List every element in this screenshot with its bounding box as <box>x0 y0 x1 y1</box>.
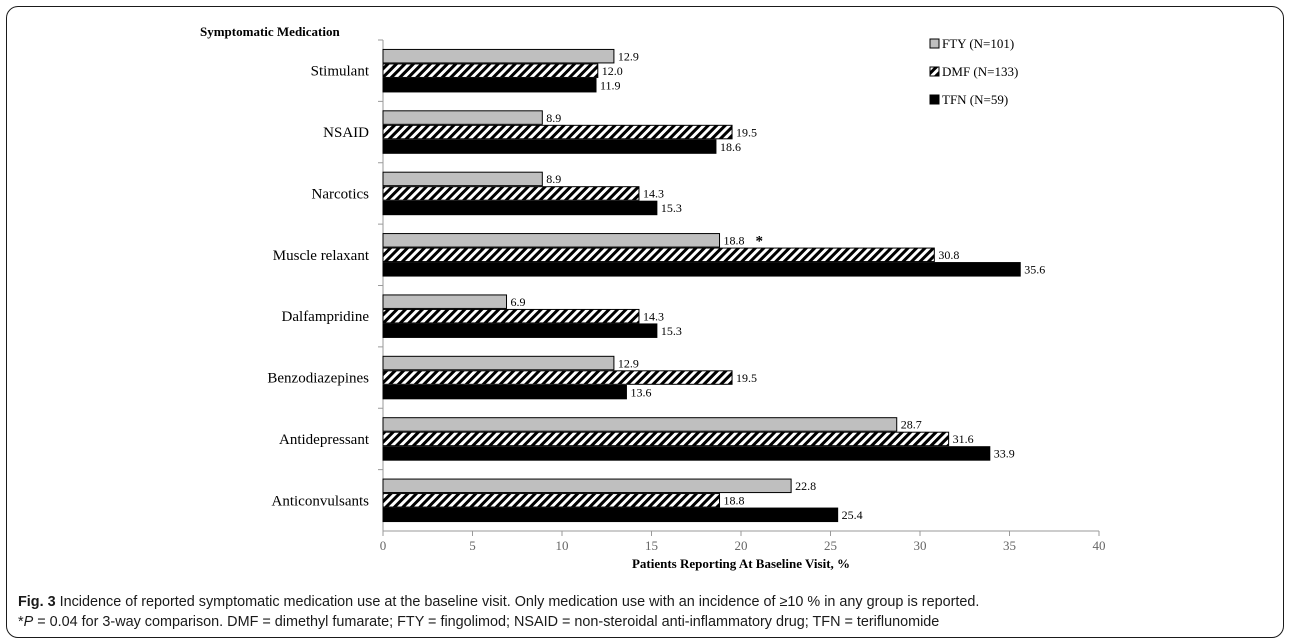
caption-text-2: = 0.04 for 3-way comparison. DMF = dimet… <box>33 614 940 630</box>
data-label-fty-n-101-narcotics: 8.9 <box>546 172 561 186</box>
caption-line-1: Fig. 3 Incidence of reported symptomatic… <box>18 592 1280 612</box>
caption-star: * <box>18 614 24 630</box>
bar-tfn-n-59-stimulant <box>382 77 597 93</box>
plot-area: 0 5 10 15 20 25 30 35 40Stimulant12.912.011.9NSA… <box>267 39 1106 553</box>
category-label-nsaid: NSAID <box>323 125 369 141</box>
data-label-tfn-n-59-nsaid: 18.6 <box>720 140 741 154</box>
x-tick-label-15: 15 <box>645 538 658 553</box>
category-label-stimulant: Stimulant <box>311 64 370 80</box>
legend-label-dmf-n-133: DMF (N=133) <box>942 64 1018 79</box>
x-tick-label-30: 30 <box>914 538 927 553</box>
bar-fty-n-101-narcotics <box>382 171 543 187</box>
caption-p-symbol: P <box>23 614 34 630</box>
data-label-dmf-n-133-nsaid: 19.5 <box>736 125 757 139</box>
data-label-fty-n-101-anticonvulsants: 22.8 <box>795 479 816 493</box>
bar-fty-n-101-stimulant <box>382 48 615 64</box>
bar-tfn-n-59-antidepressant <box>382 446 991 461</box>
data-label-fty-n-101-benzodiazepines: 12.9 <box>618 356 639 370</box>
figure-frame <box>6 6 1284 638</box>
bar-dmf-n-133-anticonvulsants <box>382 493 721 508</box>
bar-fty-n-101-nsaid <box>382 110 543 125</box>
bar-tfn-n-59-narcotics <box>382 200 658 216</box>
bar-fty-n-101-muscle-relaxant <box>382 233 721 248</box>
x-tick-label-20: 20 <box>735 538 748 553</box>
data-label-tfn-n-59-stimulant: 11.9 <box>600 78 621 92</box>
bar-tfn-n-59-anticonvulsants <box>382 507 839 523</box>
legend-swatch-tfn-n-59 <box>929 94 940 105</box>
x-tick-label-5: 5 <box>469 538 476 553</box>
data-label-tfn-n-59-anticonvulsants: 25.4 <box>842 508 863 522</box>
x-tick-label-10: 10 <box>556 538 569 553</box>
bar-dmf-n-133-stimulant <box>382 63 599 78</box>
legend-swatch-dmf-n-133 <box>929 66 940 77</box>
bar-fty-n-101-benzodiazepines <box>382 355 615 371</box>
category-label-narcotics: Narcotics <box>312 186 370 202</box>
x-tick-label-35: 35 <box>1003 538 1016 553</box>
caption-text-1: Incidence of reported symptomatic medica… <box>55 594 980 610</box>
bar-dmf-n-133-antidepressant <box>382 431 950 447</box>
figure-caption: Fig. 3 Incidence of reported symptomatic… <box>18 592 1280 632</box>
category-label-muscle-relaxant: Muscle relaxant <box>273 248 370 264</box>
data-label-dmf-n-133-narcotics: 14.3 <box>643 187 664 201</box>
data-label-tfn-n-59-antidepressant: 33.9 <box>994 447 1015 461</box>
bar-dmf-n-133-nsaid <box>382 124 733 140</box>
data-label-fty-n-101-muscle-relaxant: 18.8 <box>724 234 745 248</box>
bar-fty-n-101-anticonvulsants <box>382 478 792 494</box>
bar-tfn-n-59-nsaid <box>382 139 717 154</box>
category-label-anticonvulsants: Anticonvulsants <box>272 493 370 509</box>
bar-tfn-n-59-dalfampridine <box>382 323 658 338</box>
data-label-tfn-n-59-dalfampridine: 15.3 <box>661 324 682 338</box>
x-tick-label-0: 0 <box>380 538 387 553</box>
bar-dmf-n-133-narcotics <box>382 186 640 201</box>
chart-title: Symptomatic Medication <box>200 24 341 39</box>
x-tick-label-25: 25 <box>824 538 837 553</box>
bar-fty-n-101-antidepressant <box>382 417 898 432</box>
figure-label: Fig. 3 <box>18 594 56 610</box>
data-label-tfn-n-59-narcotics: 15.3 <box>661 201 682 215</box>
category-label-dalfampridine: Dalfampridine <box>282 309 370 325</box>
bar-tfn-n-59-benzodiazepines <box>382 384 627 400</box>
significance-marker: * <box>756 234 764 250</box>
data-label-dmf-n-133-stimulant: 12.0 <box>602 64 623 78</box>
bar-fty-n-101-dalfampridine <box>382 294 508 309</box>
data-label-fty-n-101-stimulant: 12.9 <box>618 49 639 63</box>
legend-label-fty-n-101: FTY (N=101) <box>942 36 1014 51</box>
x-axis-label: Patients Reporting At Baseline Visit, % <box>632 556 850 571</box>
bar-dmf-n-133-benzodiazepines <box>382 370 733 385</box>
bar-dmf-n-133-dalfampridine <box>382 308 640 324</box>
data-label-tfn-n-59-benzodiazepines: 13.6 <box>630 385 651 399</box>
category-label-antidepressant: Antidepressant <box>279 432 370 448</box>
data-label-dmf-n-133-antidepressant: 31.6 <box>953 432 974 446</box>
bar-dmf-n-133-muscle-relaxant <box>382 247 935 263</box>
data-label-dmf-n-133-dalfampridine: 14.3 <box>643 309 664 323</box>
category-label-benzodiazepines: Benzodiazepines <box>267 371 369 387</box>
caption-line-2: *P = 0.04 for 3-way comparison. DMF = di… <box>18 612 1280 632</box>
x-tick-label-40: 40 <box>1093 538 1106 553</box>
data-label-dmf-n-133-benzodiazepines: 19.5 <box>736 371 757 385</box>
legend-swatch-fty-n-101 <box>929 38 940 49</box>
data-label-dmf-n-133-muscle-relaxant: 30.8 <box>938 248 959 262</box>
data-label-fty-n-101-antidepressant: 28.7 <box>901 418 922 432</box>
legend-label-tfn-n-59: TFN (N=59) <box>942 92 1008 107</box>
data-label-fty-n-101-dalfampridine: 6.9 <box>511 295 526 309</box>
data-label-dmf-n-133-anticonvulsants: 18.8 <box>724 494 745 508</box>
legend: FTY (N=101) DMF (N=133) TFN (N=59) <box>929 36 1018 107</box>
bar-tfn-n-59-muscle-relaxant <box>382 262 1021 277</box>
data-label-fty-n-101-nsaid: 8.9 <box>546 111 561 125</box>
bar-chart: Symptomatic Medication 0 5 10 15 20 25 30 35 40 S… <box>200 24 1106 571</box>
data-label-tfn-n-59-muscle-relaxant: 35.6 <box>1024 263 1045 277</box>
